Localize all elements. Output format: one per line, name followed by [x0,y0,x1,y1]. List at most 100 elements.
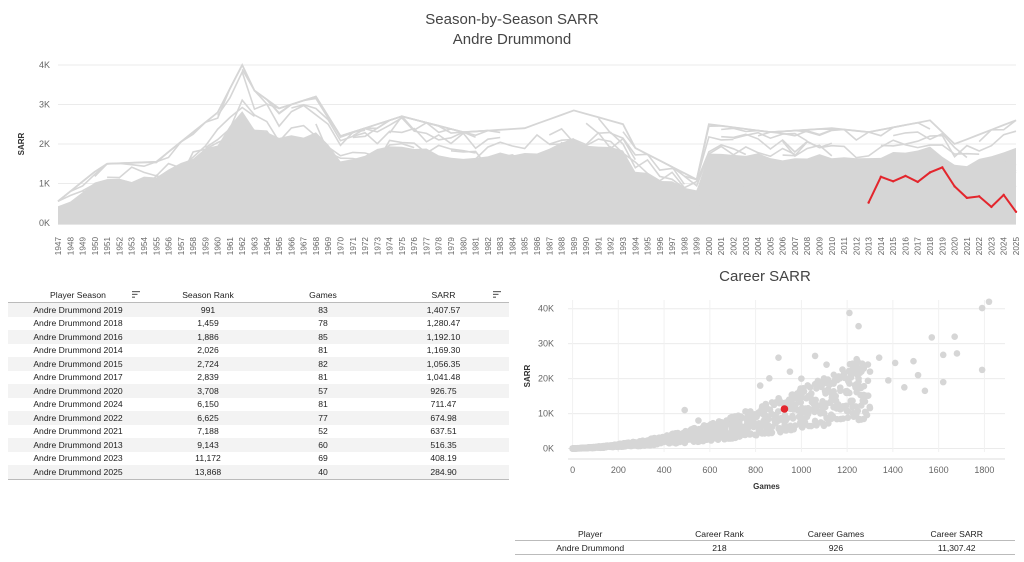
x-tick-label: 1960 [214,237,223,256]
table-cell: 926 [773,540,899,555]
x-tick-label: 1952 [115,237,124,256]
scatter-point [596,443,603,451]
x-tick-label: 1400 [883,465,903,475]
col-games[interactable]: Games [268,288,378,303]
x-tick-label: 1962 [238,237,247,256]
data-point[interactable] [867,201,870,204]
y-tick-label: 0K [543,444,554,454]
scatter-point [721,435,728,443]
data-point[interactable] [916,180,919,184]
table-cell: 81 [318,372,328,383]
col-season-rank[interactable]: Season Rank [148,288,268,303]
table-row[interactable]: Andre Drummond 2021 7,188 52 637.51 [8,425,509,439]
career-chart-title: Career SARR [719,268,811,285]
data-point[interactable] [1002,193,1005,197]
background-series-line [57,181,132,203]
data-point[interactable] [990,205,993,209]
table-row[interactable]: Andre Drummond 2015 2,724 82 1,056.35 [8,357,509,371]
background-series-line [389,186,501,200]
scatter-point [807,390,815,397]
col-career-sarr[interactable]: Career SARR [898,527,1015,541]
scatter-point [797,399,805,406]
table-cell: 1,280.47 [426,318,461,329]
data-point[interactable] [977,195,981,198]
table-cell: 52 [318,426,328,437]
data-point[interactable] [879,175,883,179]
table-row[interactable]: Andre Drummond 2023 11,172 69 408.19 [8,452,509,466]
x-tick-label: 2010 [828,237,837,256]
scatter-point [782,416,790,424]
x-tick-label: 2017 [914,237,923,256]
scatter-point [735,419,742,427]
sort-icon[interactable] [132,291,140,298]
x-tick-label: 1955 [152,237,161,256]
col-career-games[interactable]: Career Games [773,527,899,541]
scatter-point [663,432,671,439]
table-row[interactable]: Andre Drummond 2024 6,150 81 711.47 [8,398,509,412]
col-player-season[interactable]: Player Season [8,288,148,303]
scatter-point [864,377,872,385]
col-career-games-label: Career Games [807,528,865,539]
table-row[interactable]: Andre Drummond 2022 6,625 77 674.98 [8,411,509,425]
scatter-point [745,424,752,431]
scatter-point [816,410,824,417]
x-tick-label: 1974 [386,237,395,256]
x-tick-label: 1950 [91,237,100,256]
background-series-line [168,193,206,200]
x-tick-label: 2024 [1000,237,1009,256]
x-tick-label: 2023 [987,237,996,256]
table-cell: 7,188 [197,426,219,437]
scatter-point [833,415,841,423]
scatter-point [855,322,862,330]
data-point[interactable] [965,196,969,200]
scatter-point [747,408,754,415]
scatter-point [811,417,819,425]
x-tick-label: 1977 [422,237,431,256]
sort-icon[interactable] [493,291,501,298]
col-career-rank[interactable]: Career Rank [665,527,774,541]
col-player[interactable]: Player [515,527,666,541]
data-point[interactable] [1014,210,1018,213]
table-row[interactable]: Andre Drummond 2013 9,143 60 516.35 [8,438,509,452]
x-tick-label: 1957 [177,237,186,256]
x-tick-label: 1993 [619,237,628,256]
background-series-line [241,68,366,139]
x-tick-label: 1958 [189,237,198,256]
player-highlight-point[interactable] [780,405,789,413]
x-tick-label: 1980 [459,237,468,256]
table-row[interactable]: Andre Drummond 2014 2,026 81 1,169.30 [8,344,509,358]
data-point[interactable] [891,180,895,183]
y-tick-label: 0K [39,218,50,228]
table-row[interactable]: Andre Drummond 2018 1,459 78 1,280.47 [8,317,509,331]
x-tick-label: 2001 [717,237,726,256]
table-row[interactable]: Andre Drummond 218 926 11,307.42 [515,540,1015,555]
x-tick-label: 2005 [766,237,775,256]
table-row[interactable]: Andre Drummond 2025 13,868 40 284.90 [8,465,509,480]
data-point[interactable] [953,185,956,188]
scatter-point [863,411,871,419]
x-tick-label: 2020 [951,237,960,256]
x-tick-label: 1951 [103,237,112,256]
y-tick-label: 2K [39,139,50,149]
data-point[interactable] [904,174,907,178]
table-row[interactable]: Andre Drummond 2020 3,708 57 926.75 [8,384,509,398]
scatter-point [744,429,751,437]
scatter-point [843,407,851,415]
data-point[interactable] [941,166,944,169]
table-row[interactable]: Andre Drummond 2016 1,886 85 1,192.10 [8,330,509,344]
scatter-point [864,361,872,368]
scatter-point [717,423,725,431]
table-cell: 9,143 [148,438,268,452]
scatter-point [813,385,820,392]
data-point[interactable] [928,171,932,174]
table-row[interactable]: Andre Drummond 2019 991 83 1,407.57 [8,302,509,317]
col-sarr[interactable]: SARR [378,288,509,303]
x-tick-label: 1988 [558,237,567,256]
scatter-point [772,411,780,419]
scatter-point [798,414,805,421]
col-player-label: Player [578,528,603,539]
scatter-point [791,422,799,429]
x-tick-label: 1987 [545,237,554,256]
table-row[interactable]: Andre Drummond 2017 2,839 81 1,041.48 [8,371,509,385]
table-cell: 2,724 [148,357,268,371]
